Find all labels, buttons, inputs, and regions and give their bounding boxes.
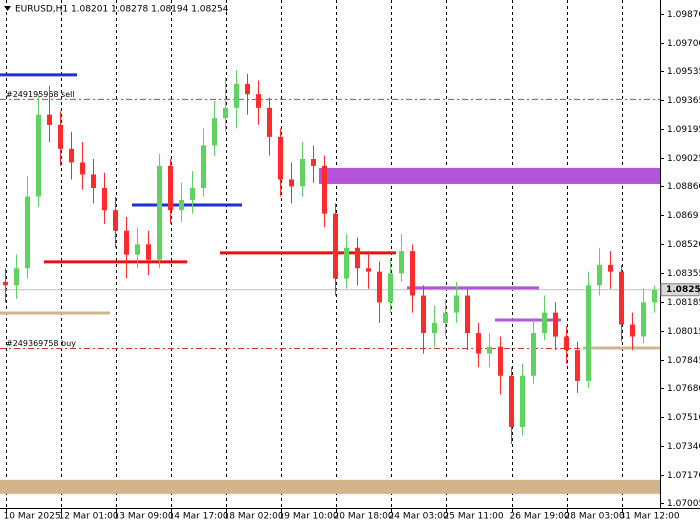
candle-body: [597, 264, 602, 286]
candle-body: [520, 375, 525, 427]
x-tick-label: 14 Mar 17:00: [169, 512, 229, 522]
candle-body: [443, 312, 448, 323]
y-tick-label: 1.07845: [667, 356, 700, 366]
candle-body: [91, 174, 96, 189]
y-tick-label: 1.07170: [667, 471, 700, 481]
candle-body: [476, 333, 481, 354]
candle-body: [124, 230, 129, 255]
y-tick-label: 1.07005: [667, 499, 700, 509]
candle-body: [278, 136, 283, 180]
y-tick-label: 1.09195: [667, 125, 700, 135]
candle-body: [25, 196, 30, 269]
candle-body: [333, 213, 338, 279]
candle-body: [135, 244, 140, 255]
chart-menu-icon[interactable]: [4, 6, 11, 11]
order-label: #249369758 buy: [6, 339, 76, 348]
candle-body: [410, 251, 415, 296]
candle-body: [80, 162, 85, 175]
y-tick-label: 1.09025: [667, 154, 700, 164]
x-tick-label: 31 Mar 12:00: [620, 512, 680, 522]
y-tick-label: 1.09870: [667, 10, 700, 20]
candle-body: [377, 271, 382, 303]
candle-body: [553, 312, 558, 337]
chart-title: EURUSD,H1 1.08201 1.08278 1.08194 1.0825…: [15, 5, 229, 15]
y-tick-label: 1.08015: [667, 327, 700, 337]
x-tick-label: 25 Mar 11:00: [444, 512, 504, 522]
x-tick-label: 12 Mar 01:00: [59, 512, 119, 522]
x-tick-label: 20 Mar 18:00: [334, 512, 394, 522]
candle-body: [542, 312, 547, 334]
candle-body: [652, 289, 657, 303]
candle-body: [564, 336, 569, 351]
candle-body: [509, 375, 514, 427]
candle-body: [146, 244, 151, 260]
candle-body: [168, 165, 173, 211]
candle-body: [300, 159, 305, 187]
zone-band: [319, 167, 660, 184]
x-tick-label: 28 Mar 03:00: [565, 512, 625, 522]
y-tick-label: 1.09535: [667, 67, 700, 77]
y-tick-label: 1.09700: [667, 39, 700, 49]
candle-body: [311, 159, 316, 166]
y-tick-label: 1.09365: [667, 96, 700, 106]
x-tick-label: 24 Mar 03:00: [389, 512, 449, 522]
y-tick-label: 1.08355: [667, 269, 700, 279]
candle-body: [608, 264, 613, 272]
candle-body: [58, 124, 63, 149]
candle-body: [421, 295, 426, 334]
candle-body: [498, 346, 503, 376]
candle-body: [212, 118, 217, 146]
candle-body: [586, 285, 591, 381]
candle-body: [630, 324, 635, 337]
candle-body: [432, 322, 437, 334]
candle-body: [234, 83, 239, 108]
candle-body: [531, 333, 536, 376]
candle-body: [47, 114, 52, 125]
candle-body: [245, 83, 250, 95]
y-tick-label: 1.07340: [667, 442, 700, 452]
x-tick-label: 10 Mar 2025: [4, 512, 61, 522]
candle-body: [366, 268, 371, 272]
candle-body: [256, 94, 261, 108]
x-tick-label: 26 Mar 19:00: [510, 512, 570, 522]
candle-body: [399, 251, 404, 274]
candle-body: [322, 165, 327, 214]
candle-body: [36, 114, 41, 197]
candle-body: [344, 247, 349, 279]
candle-body: [3, 281, 8, 286]
y-tick-label: 1.07680: [667, 384, 700, 394]
y-tick-label: 1.0869: [667, 211, 699, 221]
candle-body: [113, 210, 118, 231]
y-tick-label: 1.08860: [667, 182, 700, 192]
candle-body: [388, 273, 393, 303]
candle-body: [157, 165, 162, 260]
y-tick-label: 1.08185: [667, 298, 700, 308]
y-tick-label: 1.07510: [667, 413, 700, 423]
candle-body: [179, 199, 184, 211]
last-price-tag: [660, 283, 700, 297]
x-tick-label: 18 Mar 02:00: [224, 512, 284, 522]
order-label: #249195968 sell: [6, 90, 75, 99]
candle-body: [487, 346, 492, 354]
candle-body: [641, 302, 646, 337]
candle-body: [454, 295, 459, 313]
last-price-label: 1.08254: [666, 285, 700, 295]
candle-body: [102, 188, 107, 211]
candle-body: [355, 247, 360, 269]
candle-body: [69, 148, 74, 163]
candle-body: [465, 295, 470, 334]
candle-body: [223, 107, 228, 119]
candle-body: [190, 188, 195, 200]
candle-body: [619, 271, 624, 325]
zone-band: [0, 479, 660, 494]
y-tick-label: 1.08520: [667, 240, 700, 250]
candle-body: [575, 350, 580, 381]
x-tick-label: 13 Mar 09:00: [114, 512, 174, 522]
x-tick-label: 19 Mar 10:00: [279, 512, 339, 522]
candle-body: [14, 268, 19, 286]
candle-body: [267, 107, 272, 137]
candle-body: [289, 179, 294, 187]
candle-body: [201, 145, 206, 189]
